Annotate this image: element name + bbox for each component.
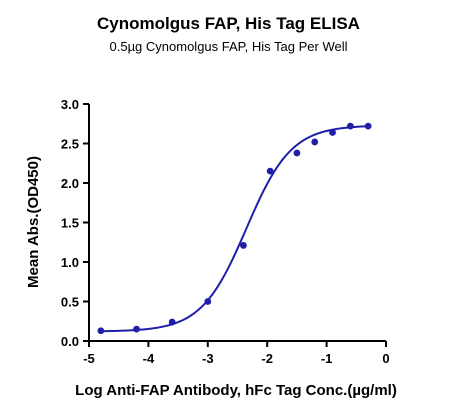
data-point xyxy=(240,242,247,249)
y-tick-label: 3.0 xyxy=(61,97,79,112)
fit-curve xyxy=(100,125,369,333)
y-tick-label: 0.0 xyxy=(61,334,79,349)
x-axis: -5 -4 -3 -2 -1 0 xyxy=(83,340,390,366)
data-point xyxy=(329,129,336,136)
data-point xyxy=(266,167,274,175)
data-point xyxy=(168,318,176,326)
y-tick-label: 1.0 xyxy=(61,255,79,270)
data-point xyxy=(364,122,372,130)
x-tick-label: -1 xyxy=(321,351,333,366)
x-tick-label: 0 xyxy=(382,351,389,366)
y-axis-label: Mean Abs.(OD450) xyxy=(25,156,42,288)
y-tick-label: 2.5 xyxy=(61,137,79,152)
data-point xyxy=(293,149,301,157)
x-tick-label: -4 xyxy=(143,351,155,366)
data-point xyxy=(204,298,212,305)
x-tick-label: -3 xyxy=(202,351,214,366)
data-points xyxy=(97,122,372,335)
x-tick-label: -2 xyxy=(261,351,273,366)
data-point xyxy=(346,122,354,130)
x-axis-label: Log Anti-FAP Antibody, hFc Tag Conc.(µg/… xyxy=(75,382,397,399)
data-point xyxy=(133,325,140,333)
chart-subtitle: 0.5µg Cynomolgus FAP, His Tag Per Well xyxy=(109,39,348,54)
y-axis: 0.0 0.5 1.0 1.5 2.0 2.5 3.0 xyxy=(61,97,90,349)
y-tick-label: 0.5 xyxy=(61,295,79,310)
chart-title: Cynomolgus FAP, His Tag ELISA xyxy=(97,14,360,33)
x-tick-label: -5 xyxy=(83,351,95,366)
data-point xyxy=(311,138,319,146)
y-tick-label: 1.5 xyxy=(61,216,79,231)
y-tick-label: 2.0 xyxy=(61,176,79,191)
data-point xyxy=(97,327,105,335)
